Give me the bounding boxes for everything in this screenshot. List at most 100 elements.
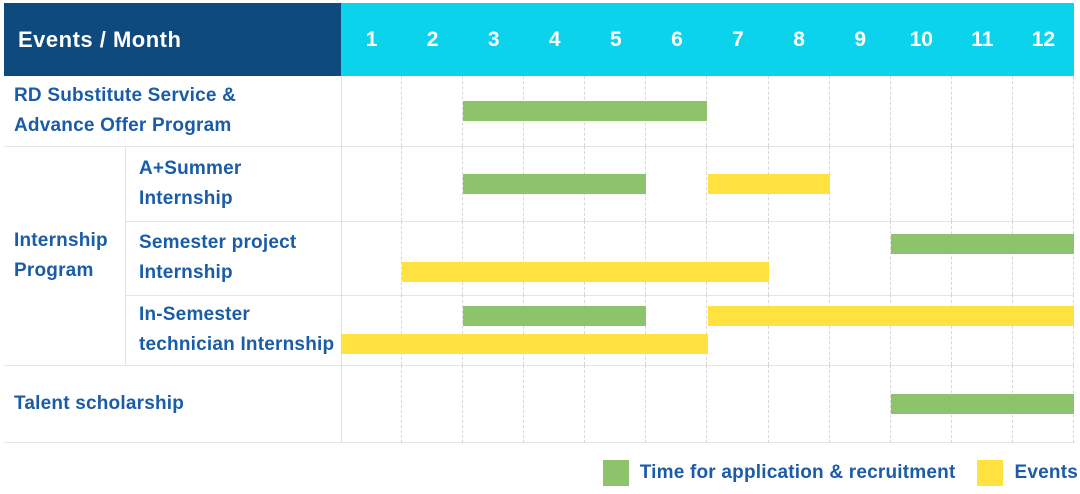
grid-cell [402, 295, 464, 365]
grid-cell [830, 76, 891, 146]
month-header-strip: 1 2 3 4 5 6 7 8 9 10 11 12 [341, 3, 1074, 76]
row-label-line: Internship [139, 262, 233, 283]
row-label-line: Semester project [139, 232, 297, 253]
grid-cell [402, 76, 464, 146]
grid-cell [707, 221, 769, 295]
row-divider-line [4, 146, 1074, 147]
grid-cell [891, 146, 952, 221]
month-gridlines [341, 76, 1074, 146]
row-label-line: Talent scholarship [14, 393, 185, 414]
row-bar-area [341, 295, 1074, 365]
column-divider-line [125, 146, 126, 365]
row-label-line: A+Summer [139, 157, 242, 179]
grid-cell [341, 146, 403, 221]
grid-cell [952, 146, 1013, 221]
row-bar-area [341, 221, 1074, 295]
row-label: Semester project Internship [125, 221, 341, 295]
grid-cell [707, 76, 769, 146]
grid-cell [769, 221, 830, 295]
month-header-cell: 1 [365, 27, 378, 51]
gantt-bar-event [402, 262, 769, 282]
table-body: Internship Program RD Substitute Service &… [4, 76, 1074, 443]
row-divider-line [125, 295, 1074, 296]
gantt-bar-application [463, 173, 647, 194]
grid-cell [769, 295, 830, 365]
gantt-bar-event [707, 173, 830, 194]
legend-label: Events [1014, 462, 1078, 483]
month-header-cell: 5 [610, 27, 622, 51]
grid-cell [341, 365, 403, 443]
row-label-line: Internship [139, 187, 233, 209]
grid-cell [524, 365, 586, 443]
month-header-cell: 7 [732, 27, 744, 51]
row-bar-area [341, 146, 1074, 221]
gantt-table: Events / Month 1 2 3 4 5 6 7 8 9 10 11 12 Internshi… [4, 3, 1074, 443]
column-divider-line [341, 76, 342, 443]
grid-cell [1013, 221, 1074, 295]
row-divider-line [125, 221, 1074, 222]
month-header-cell: 2 [426, 27, 439, 51]
grid-cell [646, 365, 708, 443]
row-bar-area [341, 365, 1074, 443]
grid-cell [646, 295, 708, 365]
row-bar-area [341, 76, 1074, 146]
grid-cell [891, 76, 952, 146]
gantt-bar-application [463, 101, 708, 121]
grid-cell [463, 221, 525, 295]
grid-cell [646, 146, 708, 221]
month-header-cell: 3 [487, 27, 500, 51]
month-header-cell: 10 [909, 27, 933, 51]
grid-cell [830, 146, 891, 221]
table-header-row: Events / Month 1 2 3 4 5 6 7 8 9 10 11 12 [4, 3, 1074, 76]
grid-cell [341, 76, 403, 146]
gantt-bar-application [463, 306, 647, 326]
grid-cell [707, 365, 769, 443]
row-label: A+Summer Internship [125, 146, 341, 221]
grid-cell [585, 221, 647, 295]
month-header-cell: 12 [1031, 27, 1056, 51]
grid-cell [341, 295, 403, 365]
gantt-bar-event [341, 334, 708, 354]
grid-cell [830, 295, 891, 365]
legend-label: Time for application & recruitment [639, 462, 956, 483]
month-header-cell: 6 [671, 27, 683, 51]
gantt-bar-application [890, 394, 1074, 414]
row-divider-line [4, 365, 1074, 366]
grid-cell [1013, 146, 1074, 221]
grid-cell [524, 295, 586, 365]
month-header-cell: 11 [971, 27, 994, 51]
grid-cell [402, 146, 464, 221]
month-header-cell: 8 [793, 27, 805, 51]
events-month-header-label: Events / Month [18, 26, 182, 52]
legend-swatch-event [977, 460, 1004, 486]
grid-cell [707, 295, 769, 365]
gantt-bar-application [890, 234, 1074, 254]
row-label-line: RD Substitute Service & [14, 85, 237, 106]
group-label-internship-program: Internship Program [4, 146, 125, 365]
grid-cell [952, 295, 1013, 365]
month-header-cell: 4 [548, 27, 561, 51]
grid-cell [524, 221, 586, 295]
grid-cell [585, 365, 647, 443]
row-label: Talent scholarship [4, 365, 341, 443]
row-label: In-Semester technician Internship [125, 295, 341, 365]
grid-cell [585, 295, 647, 365]
grid-cell [646, 221, 708, 295]
grid-cell [769, 76, 830, 146]
row-label-line: technician Internship [139, 334, 335, 355]
grid-cell [891, 221, 952, 295]
row-label-line: In-Semester [139, 304, 250, 325]
month-header-cell: 9 [854, 27, 866, 51]
grid-cell [463, 295, 525, 365]
events-month-header-cell: Events / Month [4, 3, 341, 76]
legend-item-application: Time for application & recruitment [602, 460, 956, 486]
grid-cell [952, 76, 1013, 146]
chart-legend: Time for application & recruitment Events [602, 458, 1078, 488]
legend-swatch-application [602, 460, 629, 486]
group-label-line: Internship [14, 229, 108, 251]
month-gridlines [341, 295, 1074, 365]
legend-item-event: Events [977, 460, 1078, 486]
group-label-line: Program [14, 259, 94, 281]
grid-cell [891, 295, 952, 365]
